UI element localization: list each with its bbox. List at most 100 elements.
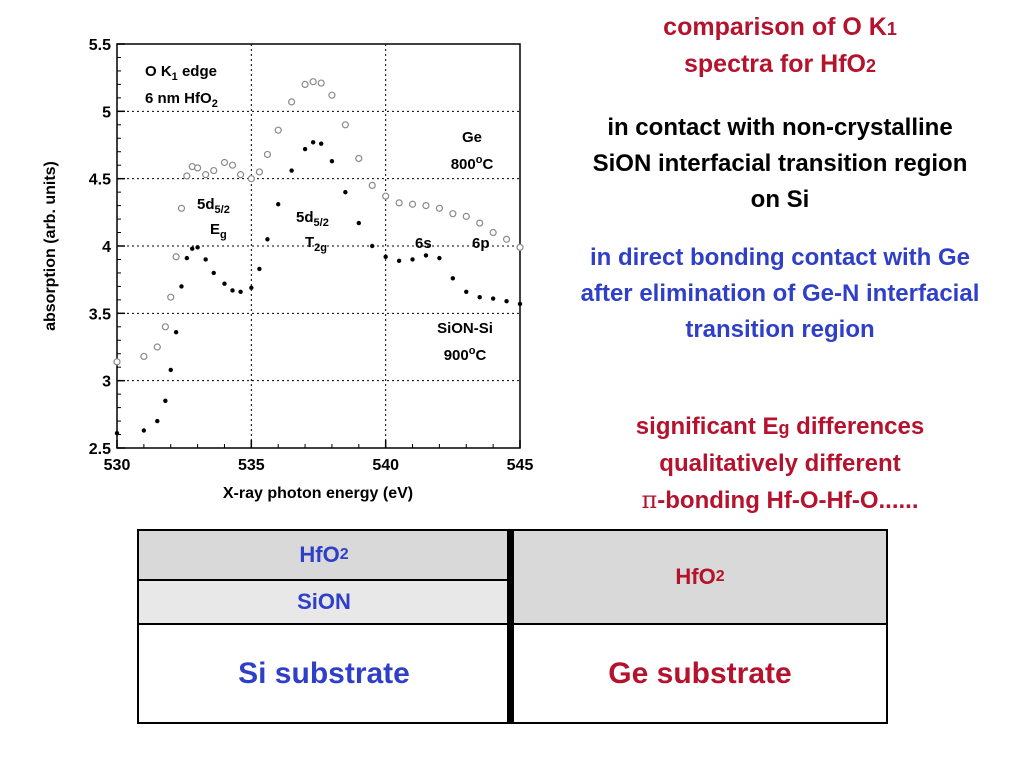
ge-series — [113, 78, 524, 366]
data-point — [194, 164, 202, 172]
data-point — [161, 323, 169, 331]
x-tick-label: 540 — [372, 457, 399, 474]
data-point — [183, 172, 191, 180]
data-point — [504, 299, 509, 304]
data-point — [489, 228, 497, 237]
data-point — [408, 200, 417, 208]
data-point — [302, 146, 308, 152]
data-point — [257, 266, 262, 272]
data-point — [301, 80, 309, 89]
data-point — [410, 257, 415, 262]
data-point — [329, 158, 335, 164]
data-point — [274, 126, 282, 134]
si-substrate-layer: Si substrate — [137, 623, 511, 724]
data-point — [450, 276, 456, 281]
6p-label: 6p — [472, 235, 490, 252]
data-point — [517, 301, 523, 307]
data-point — [288, 98, 296, 106]
data-point — [464, 289, 469, 294]
data-point — [247, 175, 255, 183]
ge-substrate-layer: Ge substrate — [512, 623, 888, 724]
data-point — [490, 296, 496, 301]
si-contact-text: in contact with non-crystalline SiON int… — [592, 114, 968, 213]
data-point — [114, 430, 120, 436]
data-point — [435, 204, 443, 212]
y-tick-label: 3 — [102, 374, 111, 391]
chart-grid — [117, 44, 520, 448]
y-tick-label: 5.5 — [89, 37, 111, 54]
data-point — [382, 192, 390, 200]
data-point — [343, 189, 348, 195]
sample-annotation: 6 nm HfO2 — [145, 90, 218, 110]
data-point — [396, 258, 402, 264]
t2g-symbol: T2g — [305, 234, 327, 254]
data-point — [341, 121, 349, 129]
data-point — [173, 329, 179, 335]
si-stack: HfO 2 SiON Si substrate — [137, 529, 511, 724]
data-point — [228, 161, 237, 169]
data-point — [184, 255, 190, 261]
data-point — [516, 243, 524, 251]
data-point — [255, 168, 263, 176]
data-point — [502, 235, 511, 243]
data-point — [153, 343, 161, 351]
data-point — [230, 288, 235, 293]
data-point — [263, 150, 272, 159]
data-point — [172, 253, 180, 261]
data-point — [289, 168, 294, 173]
eg-peak-label: 5d5/2 — [197, 196, 230, 216]
y-tick-label: 4 — [102, 239, 111, 256]
qualitative-line: qualitatively different — [659, 450, 901, 477]
data-point — [210, 166, 218, 175]
data-point — [309, 78, 317, 86]
pi-bonding-line: π-bonding Hf-O-Hf-O...... — [641, 486, 919, 514]
data-point — [328, 91, 336, 99]
data-point — [437, 255, 442, 261]
ge-temp-label: 800oC — [451, 154, 494, 173]
sion-temp-label: 900oC — [444, 345, 487, 364]
data-point — [140, 352, 148, 361]
x-tick-label: 530 — [104, 457, 131, 474]
data-point — [476, 219, 484, 227]
data-point — [265, 237, 270, 242]
ge-stack: HfO 2 Ge substrate — [512, 529, 888, 724]
data-point — [202, 171, 210, 179]
data-point — [177, 204, 186, 212]
data-point — [203, 257, 208, 262]
ge-contact-text: in direct bonding contact with Ge after … — [580, 244, 980, 343]
data-point — [318, 141, 324, 146]
data-point — [141, 428, 147, 433]
data-point — [155, 418, 160, 424]
data-point — [249, 285, 254, 290]
sion-series — [114, 140, 523, 436]
y-tick-label: 3.5 — [89, 306, 111, 323]
data-point — [477, 294, 482, 300]
stack-divider — [507, 529, 515, 724]
data-point — [276, 202, 281, 207]
data-point — [317, 79, 325, 87]
data-point — [167, 293, 175, 301]
x-axis-label: X-ray photon energy (eV) — [223, 485, 413, 502]
y-axis-label: absorption (arb. units) — [42, 161, 59, 331]
data-point — [236, 171, 245, 179]
sion-layer: SiON — [137, 579, 511, 625]
x-tick-label: 545 — [507, 457, 534, 474]
y-tick-label: 2.5 — [89, 441, 111, 458]
t2g-peak-label: 5d5/2 — [296, 209, 329, 229]
data-point — [238, 289, 243, 294]
6s-label: 6s — [415, 235, 432, 252]
data-point — [222, 281, 227, 286]
eg-differences-line: significant Eg differences — [635, 413, 925, 440]
data-point — [370, 243, 375, 249]
title-line-2: spectra for HfO2 — [684, 50, 876, 78]
data-point — [462, 212, 470, 220]
data-point — [423, 253, 429, 258]
x-tick-label: 535 — [238, 457, 265, 474]
data-point — [449, 210, 457, 218]
data-point — [356, 220, 361, 226]
eg-symbol: Eg — [210, 221, 227, 241]
y-tick-label: 4.5 — [89, 172, 111, 189]
data-point — [355, 154, 363, 163]
data-point — [113, 358, 121, 366]
data-point — [220, 158, 229, 167]
